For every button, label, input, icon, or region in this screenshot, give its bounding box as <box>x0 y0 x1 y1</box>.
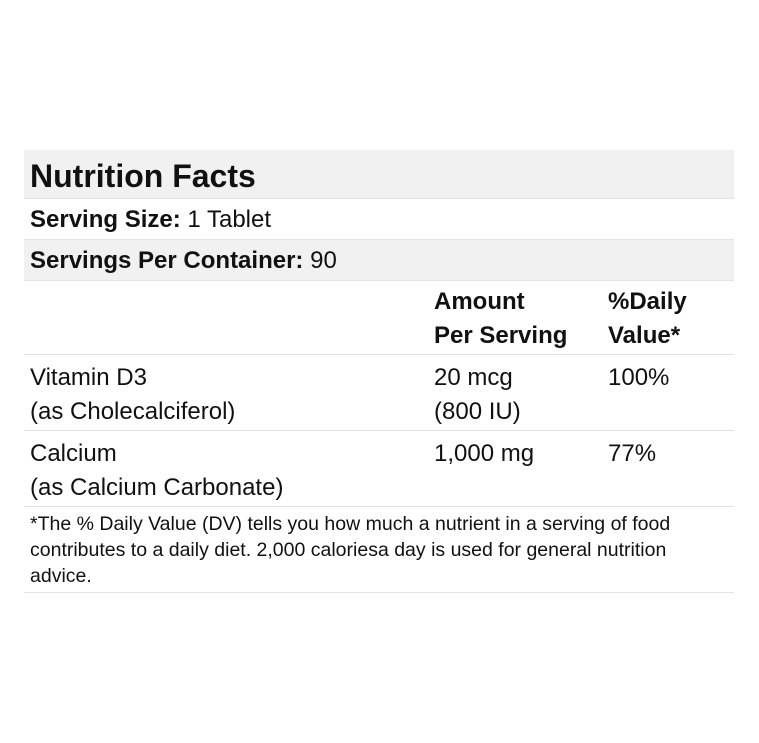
nutrient-dv-cell: 100% <box>608 361 734 430</box>
nutrient-row-vitamin-d3: Vitamin D3 (as Cholecalciferol) 20 mcg (… <box>24 355 734 431</box>
serving-size-value: 1 Tablet <box>187 206 272 233</box>
nutrient-column-header <box>30 285 434 354</box>
dv-header-line1: %Daily <box>608 288 687 315</box>
servings-per-container-label: Servings Per Container: <box>30 247 304 274</box>
nutrient-source: (as Calcium Carbonate) <box>30 474 284 501</box>
daily-value-footnote-row: *The % Daily Value (DV) tells you how mu… <box>24 507 734 593</box>
nutrient-name-cell: Vitamin D3 (as Cholecalciferol) <box>30 361 434 430</box>
amount-header-line2: Per Serving <box>434 322 568 349</box>
nutrient-dv-cell: 77% <box>608 437 734 506</box>
amount-column-header: Amount Per Serving <box>434 285 608 354</box>
amount-header-line1: Amount <box>434 288 525 315</box>
daily-value-column-header: %Daily Value* <box>608 285 734 354</box>
nutrient-source: (as Cholecalciferol) <box>30 398 236 425</box>
servings-per-container-value: 90 <box>310 247 337 274</box>
daily-value-footnote: *The % Daily Value (DV) tells you how mu… <box>30 513 671 587</box>
nutrient-name-cell: Calcium (as Calcium Carbonate) <box>30 437 434 506</box>
servings-per-container-row: Servings Per Container: 90 <box>24 240 734 281</box>
serving-size-row: Serving Size: 1 Tablet <box>24 199 734 240</box>
nutrient-dv: 77% <box>608 440 657 467</box>
nutrition-facts-title-row: Nutrition Facts <box>24 150 734 199</box>
nutrient-amount-alt: (800 IU) <box>434 398 521 425</box>
nutrition-facts-panel: Nutrition Facts Serving Size: 1 Tablet S… <box>24 150 734 593</box>
nutrition-facts-title: Nutrition Facts <box>30 158 256 194</box>
nutrient-dv: 100% <box>608 364 670 391</box>
nutrient-amount-cell: 20 mcg (800 IU) <box>434 361 608 430</box>
column-header-row: Amount Per Serving %Daily Value* <box>24 281 734 355</box>
nutrient-amount: 20 mcg <box>434 364 513 391</box>
serving-size-label: Serving Size: <box>30 206 181 233</box>
nutrient-amount-cell: 1,000 mg <box>434 437 608 506</box>
nutrient-amount: 1,000 mg <box>434 440 535 467</box>
dv-header-line2: Value* <box>608 322 681 349</box>
nutrient-row-calcium: Calcium (as Calcium Carbonate) 1,000 mg … <box>24 431 734 507</box>
nutrient-name: Vitamin D3 <box>30 364 147 391</box>
nutrient-name: Calcium <box>30 440 117 467</box>
